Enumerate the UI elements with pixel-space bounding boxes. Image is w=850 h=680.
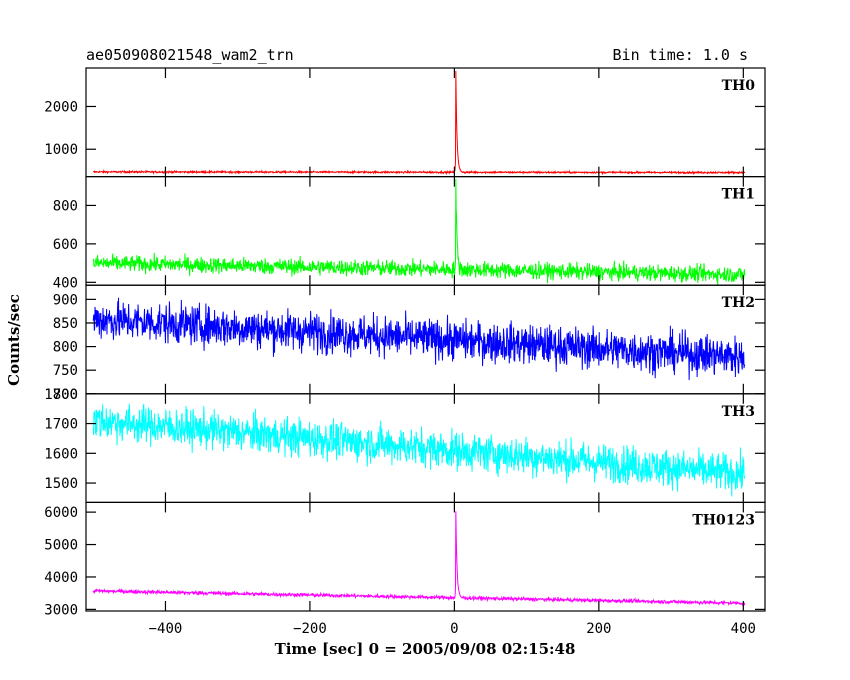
panels: TH010002000TH1400600800TH270075080085090…	[44, 67, 766, 637]
y-tick-label: 600	[53, 237, 78, 253]
series-line-th3	[92, 403, 746, 497]
y-tick-label: 400	[53, 275, 78, 291]
x-tick-label: −200	[293, 621, 327, 637]
y-tick-label: 4000	[44, 570, 78, 586]
panel-frame-th0123	[85, 501, 766, 612]
y-tick-label: 5000	[44, 538, 78, 554]
panel-label-th0123: TH0123	[692, 512, 755, 528]
y-tick-label: 3000	[44, 602, 78, 618]
panel-label-th2: TH2	[722, 295, 755, 311]
x-tick-label: −400	[149, 621, 183, 637]
panel-label-th1: TH1	[722, 187, 755, 203]
series-line-th1	[92, 179, 746, 285]
x-tick-label: 200	[586, 621, 611, 637]
chart-title: ae050908021548_wam2_trn	[86, 46, 294, 64]
series-line-th0123	[92, 511, 746, 607]
y-tick-label: 1700	[44, 417, 78, 433]
x-tick-label: 0	[450, 621, 458, 637]
panel-frame-th0	[85, 67, 766, 178]
y-tick-label: 700	[53, 387, 78, 403]
y-tick-label: 2000	[44, 99, 78, 115]
y-tick-label: 850	[53, 316, 78, 332]
panel-frame-th2	[85, 284, 766, 395]
y-tick-label: 1600	[44, 446, 78, 462]
y-tick-label: 800	[53, 340, 78, 356]
y-tick-label: 900	[53, 292, 78, 308]
panel-frame-th3	[85, 393, 766, 503]
bin-time-label: Bin time: 1.0 s	[613, 46, 748, 64]
x-tick-label: 400	[731, 621, 756, 637]
panel-label-th3: TH3	[722, 404, 755, 420]
series-line-th0	[93, 70, 746, 176]
y-tick-label: 6000	[44, 505, 78, 521]
y-tick-label: 1000	[44, 142, 78, 158]
series-line-th2	[92, 297, 746, 381]
x-axis-label: Time [sec] 0 = 2005/09/08 02:15:48	[275, 640, 576, 658]
y-tick-label: 1500	[44, 476, 78, 492]
y-tick-label: 1800	[44, 387, 78, 403]
panel-label-th0: TH0	[722, 78, 756, 94]
y-tick-label: 750	[53, 363, 78, 379]
y-axis-label: Counts/sec	[5, 294, 23, 386]
y-tick-label: 800	[53, 198, 78, 214]
